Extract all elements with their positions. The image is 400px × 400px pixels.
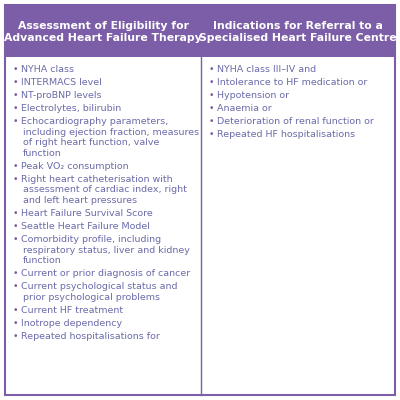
Text: •: • xyxy=(209,78,214,87)
Text: Indications for Referral to a: Indications for Referral to a xyxy=(213,21,383,31)
Text: NYHA class: NYHA class xyxy=(21,65,74,74)
Text: Intolerance to HF medication or: Intolerance to HF medication or xyxy=(217,78,367,87)
Text: •: • xyxy=(13,319,18,328)
Text: NYHA class III–IV and: NYHA class III–IV and xyxy=(217,65,316,74)
Text: Current psychological status and: Current psychological status and xyxy=(21,282,178,291)
Text: Seattle Heart Failure Model: Seattle Heart Failure Model xyxy=(21,222,150,231)
Text: function: function xyxy=(23,149,62,158)
Text: •: • xyxy=(209,65,214,74)
Text: •: • xyxy=(13,235,18,244)
Text: •: • xyxy=(13,78,18,87)
Text: and left heart pressures: and left heart pressures xyxy=(23,196,137,205)
Text: Anaemia or: Anaemia or xyxy=(217,104,272,113)
Text: •: • xyxy=(13,65,18,74)
Text: •: • xyxy=(13,306,18,315)
Text: Peak VO₂ consumption: Peak VO₂ consumption xyxy=(21,162,129,171)
Text: •: • xyxy=(13,332,18,341)
Text: Repeated hospitalisations for: Repeated hospitalisations for xyxy=(21,332,160,341)
Text: •: • xyxy=(209,91,214,100)
Text: Heart Failure Survival Score: Heart Failure Survival Score xyxy=(21,209,153,218)
Text: •: • xyxy=(209,130,214,139)
Text: •: • xyxy=(13,162,18,171)
Text: including ejection fraction, measures: including ejection fraction, measures xyxy=(23,128,199,137)
Text: respiratory status, liver and kidney: respiratory status, liver and kidney xyxy=(23,246,190,255)
Text: •: • xyxy=(13,222,18,231)
Text: of right heart function, valve: of right heart function, valve xyxy=(23,138,159,147)
Text: Assessment of Eligibility for: Assessment of Eligibility for xyxy=(18,21,188,31)
Text: Hypotension or: Hypotension or xyxy=(217,91,289,100)
Text: assessment of cardiac index, right: assessment of cardiac index, right xyxy=(23,186,187,194)
Text: •: • xyxy=(13,104,18,113)
Text: Electrolytes, bilirubin: Electrolytes, bilirubin xyxy=(21,104,121,113)
Text: •: • xyxy=(13,91,18,100)
Text: INTERMACS level: INTERMACS level xyxy=(21,78,102,87)
Text: •: • xyxy=(13,117,18,126)
Text: Echocardiography parameters,: Echocardiography parameters, xyxy=(21,117,168,126)
Text: •: • xyxy=(13,282,18,291)
Text: Inotrope dependency: Inotrope dependency xyxy=(21,319,122,328)
Text: Repeated HF hospitalisations: Repeated HF hospitalisations xyxy=(217,130,355,139)
Text: •: • xyxy=(209,117,214,126)
Text: Deterioration of renal function or: Deterioration of renal function or xyxy=(217,117,374,126)
Text: prior psychological problems: prior psychological problems xyxy=(23,293,160,302)
Text: •: • xyxy=(13,209,18,218)
Text: Comorbidity profile, including: Comorbidity profile, including xyxy=(21,235,161,244)
Text: function: function xyxy=(23,256,62,265)
Bar xyxy=(5,5,395,57)
Text: •: • xyxy=(13,175,18,184)
Text: Current HF treatment: Current HF treatment xyxy=(21,306,123,315)
Text: Current or prior diagnosis of cancer: Current or prior diagnosis of cancer xyxy=(21,269,190,278)
Text: NT-proBNP levels: NT-proBNP levels xyxy=(21,91,102,100)
Text: •: • xyxy=(209,104,214,113)
Text: Specialised Heart Failure Centre: Specialised Heart Failure Centre xyxy=(199,33,397,43)
Text: •: • xyxy=(13,269,18,278)
Text: Right heart catheterisation with: Right heart catheterisation with xyxy=(21,175,173,184)
Text: Advanced Heart Failure Therapy: Advanced Heart Failure Therapy xyxy=(4,33,202,43)
